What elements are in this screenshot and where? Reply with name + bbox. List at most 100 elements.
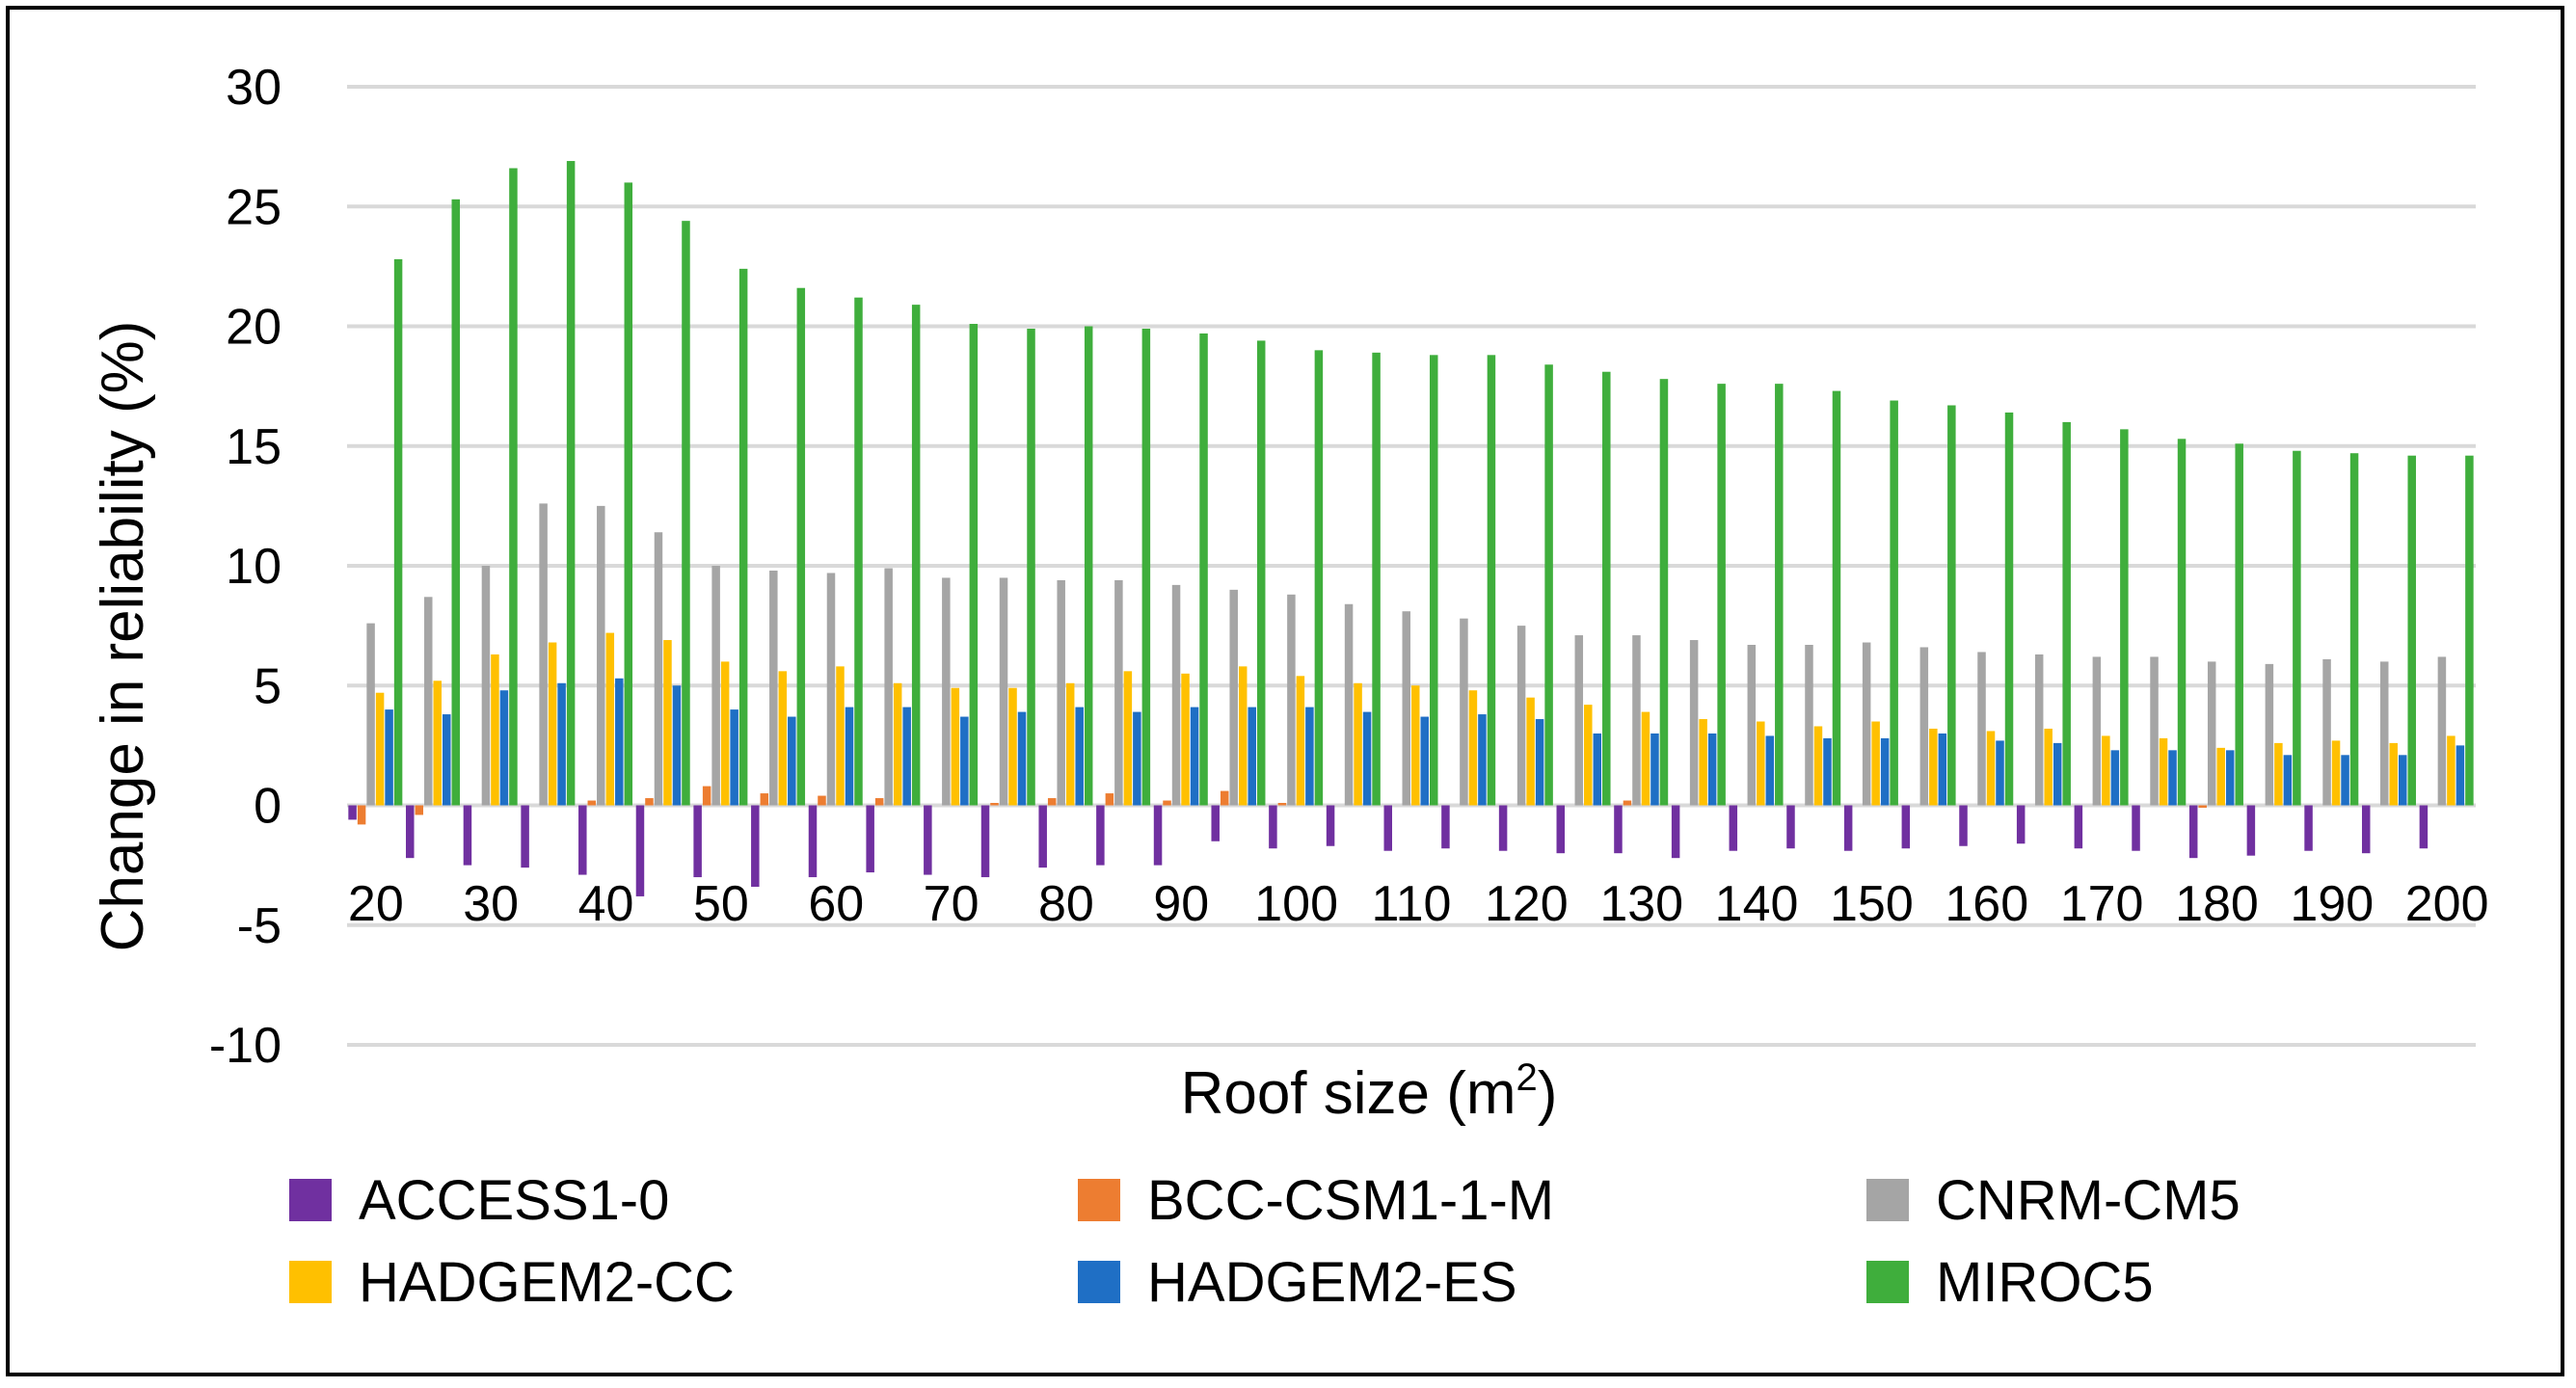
legend-label: CNRM-CM5 — [1936, 1169, 2241, 1232]
bar-hadgem2-es — [730, 709, 738, 806]
bar-hadgem2-es — [1707, 733, 1717, 806]
bar-hadgem2-es — [615, 678, 624, 806]
bar-cnrm-cm5 — [654, 532, 663, 806]
bar-hadgem2-cc — [1641, 711, 1650, 806]
bar-miroc5 — [2349, 453, 2359, 806]
bar-access1-0 — [2361, 805, 2371, 854]
legend-label: BCC-CSM1-1-M — [1147, 1169, 1554, 1232]
bar-access1-0 — [1729, 805, 1738, 851]
bar-miroc5 — [2120, 429, 2129, 806]
bar-cnrm-cm5 — [1057, 579, 1065, 806]
bar-hadgem2-cc — [1296, 676, 1305, 806]
bar-miroc5 — [2177, 439, 2187, 806]
bar-cnrm-cm5 — [1632, 635, 1641, 806]
bar-hadgem2-cc — [663, 640, 672, 806]
bar-hadgem2-cc — [375, 692, 385, 806]
x-tick-label: 140 — [1715, 876, 1799, 932]
bar-hadgem2-es — [1420, 716, 1429, 806]
bar-access1-0 — [2016, 805, 2026, 844]
bar-hadgem2-es — [1823, 737, 1832, 806]
y-tick-label: 0 — [254, 779, 282, 835]
bar-miroc5 — [738, 268, 748, 806]
bar-bcc-csm1-1-m — [1277, 803, 1287, 806]
bar-access1-0 — [1269, 805, 1277, 849]
bar-miroc5 — [509, 168, 518, 806]
x-tick-label: 90 — [1153, 876, 1209, 932]
bar-hadgem2-es — [557, 682, 566, 806]
bar-miroc5 — [1372, 352, 1381, 806]
bar-cnrm-cm5 — [424, 597, 433, 806]
y-tick-label: 5 — [254, 658, 282, 714]
bar-miroc5 — [1487, 355, 1496, 806]
bar-hadgem2-cc — [2102, 735, 2110, 806]
legend-item: BCC-CSM1-1-M — [1078, 1169, 1554, 1232]
bar-hadgem2-cc — [433, 681, 443, 806]
legend-swatch — [289, 1261, 332, 1303]
bar-miroc5 — [682, 221, 690, 806]
bar-bcc-csm1-1-m — [874, 798, 884, 806]
legend-label: ACCESS1-0 — [359, 1169, 669, 1232]
bar-bcc-csm1-1-m — [702, 786, 711, 806]
bar-hadgem2-es — [845, 707, 854, 806]
bar-bcc-csm1-1-m — [587, 800, 597, 806]
bar-cnrm-cm5 — [884, 568, 893, 806]
bar-access1-0 — [1959, 805, 1968, 846]
bar-hadgem2-es — [2398, 755, 2407, 806]
bar-miroc5 — [1717, 384, 1726, 806]
bar-hadgem2-cc — [2274, 742, 2283, 806]
bar-hadgem2-cc — [2044, 728, 2053, 806]
bar-cnrm-cm5 — [1229, 589, 1238, 806]
bar-cnrm-cm5 — [2379, 661, 2389, 806]
bar-bcc-csm1-1-m — [2198, 805, 2207, 808]
bar-hadgem2-es — [2110, 750, 2120, 806]
legend-label: HADGEM2-CC — [359, 1251, 735, 1314]
bar-access1-0 — [1786, 805, 1795, 849]
bar-access1-0 — [1383, 805, 1392, 851]
bar-hadgem2-cc — [2447, 735, 2455, 806]
x-tick-label: 150 — [1830, 876, 1914, 932]
bar-bcc-csm1-1-m — [1163, 800, 1171, 806]
bar-hadgem2-es — [2168, 750, 2177, 806]
bar-hadgem2-es — [1133, 711, 1141, 806]
bar-access1-0 — [1211, 805, 1220, 841]
bar-hadgem2-es — [1880, 737, 1890, 806]
x-tick-label: 110 — [1372, 876, 1452, 932]
bar-hadgem2-cc — [1813, 726, 1823, 806]
bar-hadgem2-cc — [2216, 747, 2225, 806]
bar-cnrm-cm5 — [1516, 626, 1526, 806]
bar-miroc5 — [1544, 364, 1553, 806]
bar-miroc5 — [1199, 333, 1208, 806]
bar-access1-0 — [1326, 805, 1335, 846]
legend-swatch — [289, 1179, 332, 1221]
x-tick-label: 170 — [2060, 876, 2144, 932]
bar-access1-0 — [693, 805, 702, 878]
bar-hadgem2-es — [1017, 711, 1027, 806]
bar-hadgem2-cc — [2389, 742, 2398, 806]
legend-item: HADGEM2-ES — [1078, 1251, 1517, 1314]
bar-access1-0 — [1096, 805, 1105, 866]
bar-hadgem2-cc — [1584, 705, 1593, 806]
bar-hadgem2-es — [1075, 707, 1084, 806]
bar-miroc5 — [1141, 328, 1151, 806]
bar-cnrm-cm5 — [1689, 640, 1699, 806]
x-tick-label: 160 — [1945, 876, 2028, 932]
y-tick-label: -10 — [209, 1018, 282, 1074]
bar-hadgem2-cc — [1468, 690, 1478, 806]
bar-hadgem2-cc — [1757, 721, 1765, 806]
legend-label: HADGEM2-ES — [1147, 1251, 1517, 1314]
bar-bcc-csm1-1-m — [760, 793, 769, 806]
bar-cnrm-cm5 — [2322, 658, 2331, 806]
x-axis-label-suffix: ) — [1538, 1060, 1558, 1127]
bar-hadgem2-es — [672, 685, 682, 806]
bar-access1-0 — [2188, 805, 2198, 859]
bar-access1-0 — [2304, 805, 2313, 851]
bar-hadgem2-cc — [1929, 728, 1938, 806]
bar-hadgem2-cc — [1123, 671, 1133, 806]
bar-hadgem2-cc — [1411, 685, 1420, 806]
bar-miroc5 — [1256, 340, 1266, 806]
bar-hadgem2-es — [2053, 742, 2062, 806]
bar-hadgem2-cc — [1871, 721, 1880, 806]
legend-item: CNRM-CM5 — [1866, 1169, 2241, 1232]
bar-miroc5 — [969, 324, 979, 806]
bar-access1-0 — [866, 805, 874, 873]
